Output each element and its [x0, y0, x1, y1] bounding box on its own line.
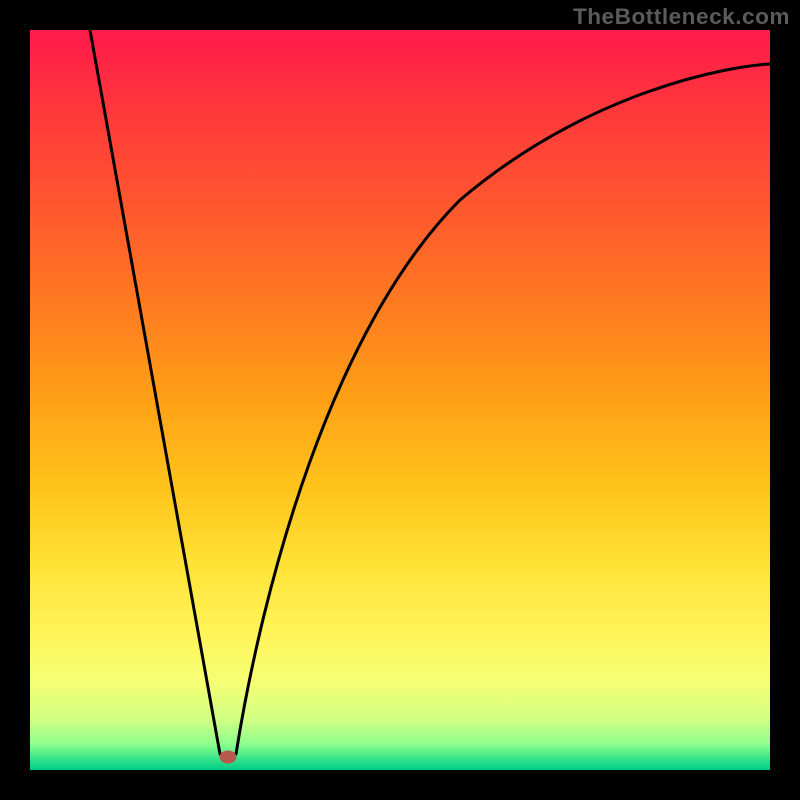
minimum-marker — [220, 751, 236, 763]
chart-svg — [0, 0, 800, 800]
watermark-text: TheBottleneck.com — [573, 4, 790, 30]
plot-area — [30, 30, 770, 770]
chart-stage: TheBottleneck.com — [0, 0, 800, 800]
